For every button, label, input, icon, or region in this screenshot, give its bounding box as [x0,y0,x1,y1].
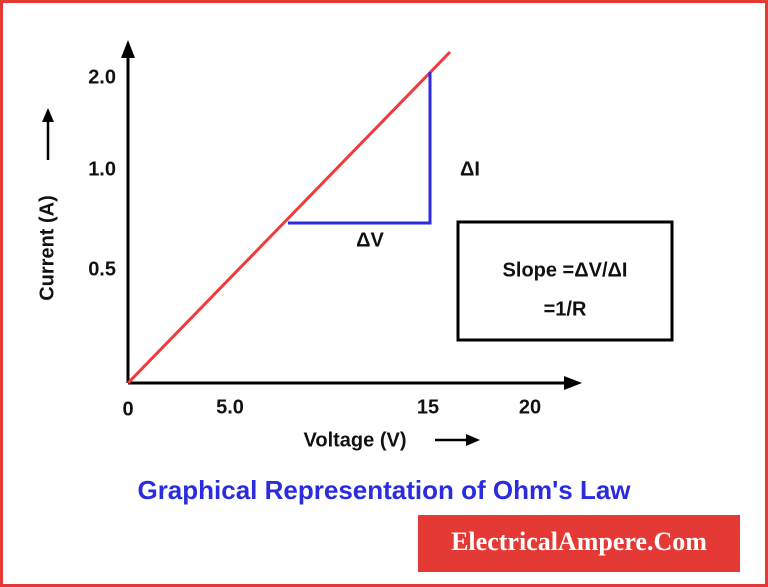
x-axis-label: Voltage (V) [304,429,407,451]
delta-v: ΔV [356,229,384,251]
y-tick-label: 1.0 [88,158,116,180]
x-label-arrowhead [466,434,480,446]
slope-formula: Slope =ΔV/ΔI [503,259,628,281]
slope-triangle [288,72,432,225]
x-tick-label: 15 [417,396,439,418]
x-tick-label: 20 [519,396,541,418]
footer-box [418,515,740,572]
slope-result: =1/R [544,298,587,320]
y-axis-arrow [121,40,135,58]
title: Graphical Representation of Ohm's Law [137,475,631,505]
x-tick-label: 0 [122,398,133,420]
slope-box [456,220,674,342]
footer-text: ElectricalAmpere.Com [451,527,707,556]
ohm-line [126,50,452,385]
y-tick-label: 2.0 [88,66,116,88]
x-tick-label: 5.0 [216,396,244,418]
delta-i: ΔI [460,158,480,180]
y-axis-label: Current (A) [36,195,58,301]
y-tick-label: 0.5 [88,258,116,280]
y-label-arrowhead [42,108,54,122]
x-axis-arrow [564,376,582,390]
